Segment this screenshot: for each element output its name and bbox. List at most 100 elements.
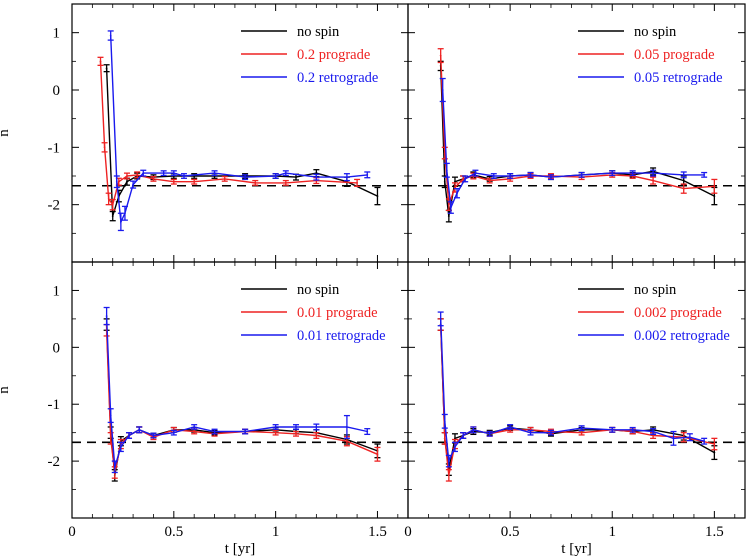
data-point [274, 175, 277, 177]
y-tick-label: 1 [53, 26, 61, 42]
data-point [126, 180, 128, 183]
series-line [110, 35, 368, 225]
series-0-05-retrograde [439, 77, 708, 214]
data-point [346, 426, 348, 428]
series-line [440, 324, 715, 470]
data-point [631, 172, 634, 175]
series-line [105, 68, 378, 217]
data-point [172, 431, 175, 434]
data-point [117, 180, 120, 183]
x-tick-label: 1 [608, 524, 616, 540]
series-line [105, 324, 378, 476]
legend-label: 0.01 prograde [297, 305, 378, 321]
data-point [105, 67, 108, 70]
data-point [447, 474, 450, 477]
data-point [703, 440, 706, 443]
data-point [611, 172, 614, 175]
data-point [652, 434, 654, 437]
series-line [440, 65, 715, 217]
x-tick-label: 0.5 [501, 524, 520, 540]
data-point [464, 177, 467, 180]
x-axis-label: t [yr] [561, 541, 591, 557]
y-tick-label: -2 [48, 198, 61, 214]
series-0-2-prograde [97, 56, 361, 211]
data-point [366, 173, 369, 176]
data-point [443, 420, 446, 423]
data-point [193, 426, 196, 428]
y-tick-label: -1 [48, 140, 61, 156]
data-point [295, 426, 297, 428]
series-no-spin [103, 64, 381, 222]
data-point [109, 34, 112, 37]
plot-frame [71, 3, 409, 263]
legend-label: no spin [634, 282, 677, 298]
data-point [580, 173, 583, 176]
data-point [713, 443, 716, 445]
data-point [672, 437, 675, 440]
data-point [439, 54, 442, 57]
data-point [703, 173, 706, 176]
data-point [274, 426, 277, 428]
data-point [315, 426, 318, 428]
legend: no spin 0.01 prograde 0.01 retrograde [241, 282, 386, 344]
data-point [115, 180, 118, 183]
data-point [119, 220, 122, 223]
data-point [447, 203, 450, 206]
data-point [254, 181, 257, 184]
x-tick-label: 1 [272, 524, 280, 540]
data-point [183, 175, 185, 177]
series-0-002-retrograde [437, 311, 708, 468]
data-point [449, 206, 452, 209]
data-point [462, 434, 465, 437]
data-point [447, 215, 450, 218]
data-point [103, 146, 106, 149]
series-0-01-retrograde [103, 306, 371, 474]
data-point [223, 177, 226, 180]
panel-bottom-right: 0 0.5 1 1.5 t [yr] no spin 0.002 prograde 0.002… [404, 261, 746, 557]
data-point [244, 430, 246, 433]
y-tick-label: -1 [48, 397, 61, 413]
legend-label: no spin [634, 24, 677, 40]
data-point [441, 89, 444, 91]
data-point [488, 432, 491, 435]
data-point [682, 179, 685, 182]
panel-top-right: no spin 0.05 prograde 0.05 retrograde [407, 3, 746, 263]
data-point [550, 431, 552, 434]
data-point [152, 177, 155, 180]
data-point [456, 192, 458, 195]
data-point [529, 431, 532, 434]
data-point [652, 430, 654, 433]
data-point [315, 172, 318, 175]
data-point [376, 453, 379, 456]
series-0-01-prograde [103, 323, 381, 479]
panel-bottom-left: 0 0.5 1 1.5 1 0 -1 -2 n t [yr] no spin 0.01 prograd… [0, 261, 409, 557]
plot-frame [407, 3, 746, 263]
panel-top-left: 1 0 -1 -2 n no spin 0.2 prograde 0.2 retrograde [0, 3, 409, 263]
data-point [509, 175, 512, 177]
data-point [162, 172, 165, 175]
series-line [440, 324, 715, 476]
series-line [442, 89, 705, 211]
data-point [472, 428, 475, 431]
data-point [99, 60, 102, 63]
legend: no spin 0.002 prograde 0.002 retrograde [578, 282, 730, 344]
data-point [124, 212, 126, 215]
data-point [445, 169, 448, 172]
legend-label: no spin [297, 282, 340, 298]
data-point [713, 195, 716, 197]
data-point [346, 176, 348, 179]
series-line [105, 315, 368, 468]
data-point [315, 434, 318, 437]
data-point [488, 179, 491, 182]
y-tick-label: -2 [48, 454, 61, 470]
data-point [443, 180, 446, 183]
data-point [580, 431, 583, 434]
data-point [295, 432, 297, 435]
plot-frame [71, 261, 409, 519]
data-point [439, 317, 442, 320]
data-point [244, 176, 246, 179]
data-point [447, 460, 450, 463]
data-point [284, 181, 287, 184]
data-point [105, 315, 108, 317]
